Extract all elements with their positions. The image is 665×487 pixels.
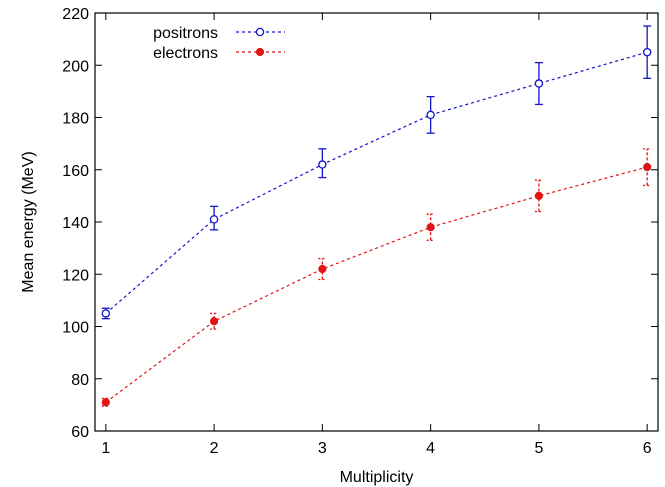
data-point: [534, 79, 544, 88]
y-axis-label: Mean energy (MeV): [20, 151, 37, 292]
x-axis-label: Multiplicity: [340, 469, 414, 486]
data-point: [101, 398, 110, 407]
y-tick-label: 140: [62, 215, 89, 232]
x-tick-label: 2: [210, 440, 219, 457]
data-point: [209, 317, 219, 326]
y-tick-label: 160: [62, 163, 89, 180]
data-point: [643, 163, 652, 172]
y-tick-label: 100: [62, 320, 89, 337]
data-point: [534, 191, 544, 200]
y-tick-label: 200: [62, 58, 89, 75]
axis-ticks: 60 80 100 120 140 160 180 200 220 1 2 3 4 5 6: [62, 6, 658, 457]
data-point: [318, 264, 327, 274]
x-tick-label: 1: [101, 440, 110, 457]
y-tick-label: 220: [62, 6, 89, 23]
x-tick-label: 3: [318, 440, 327, 457]
data-point: [101, 309, 111, 318]
legend-marker: [255, 27, 265, 37]
data-point: [426, 223, 435, 232]
legend: positrons electrons: [153, 25, 285, 62]
series-layer: [101, 25, 652, 407]
series-positrons: [101, 25, 652, 320]
series-electrons: [101, 148, 652, 407]
series-line: [105, 166, 648, 403]
y-tick-label: 80: [71, 372, 89, 389]
x-tick-label: 6: [643, 440, 652, 457]
x-tick-label: 4: [426, 440, 435, 457]
y-tick-label: 120: [62, 267, 89, 284]
data-point: [209, 215, 219, 224]
x-tick-label: 5: [534, 440, 543, 457]
data-point: [318, 160, 327, 169]
data-point: [642, 47, 652, 57]
legend-label: positrons: [153, 25, 218, 42]
legend-marker: [255, 47, 265, 57]
legend-label: electrons: [153, 45, 218, 62]
data-point: [426, 110, 435, 120]
y-tick-label: 180: [62, 111, 89, 128]
plot-frame: [94, 12, 659, 432]
y-tick-label: 60: [71, 424, 89, 441]
series-line: [105, 51, 648, 314]
